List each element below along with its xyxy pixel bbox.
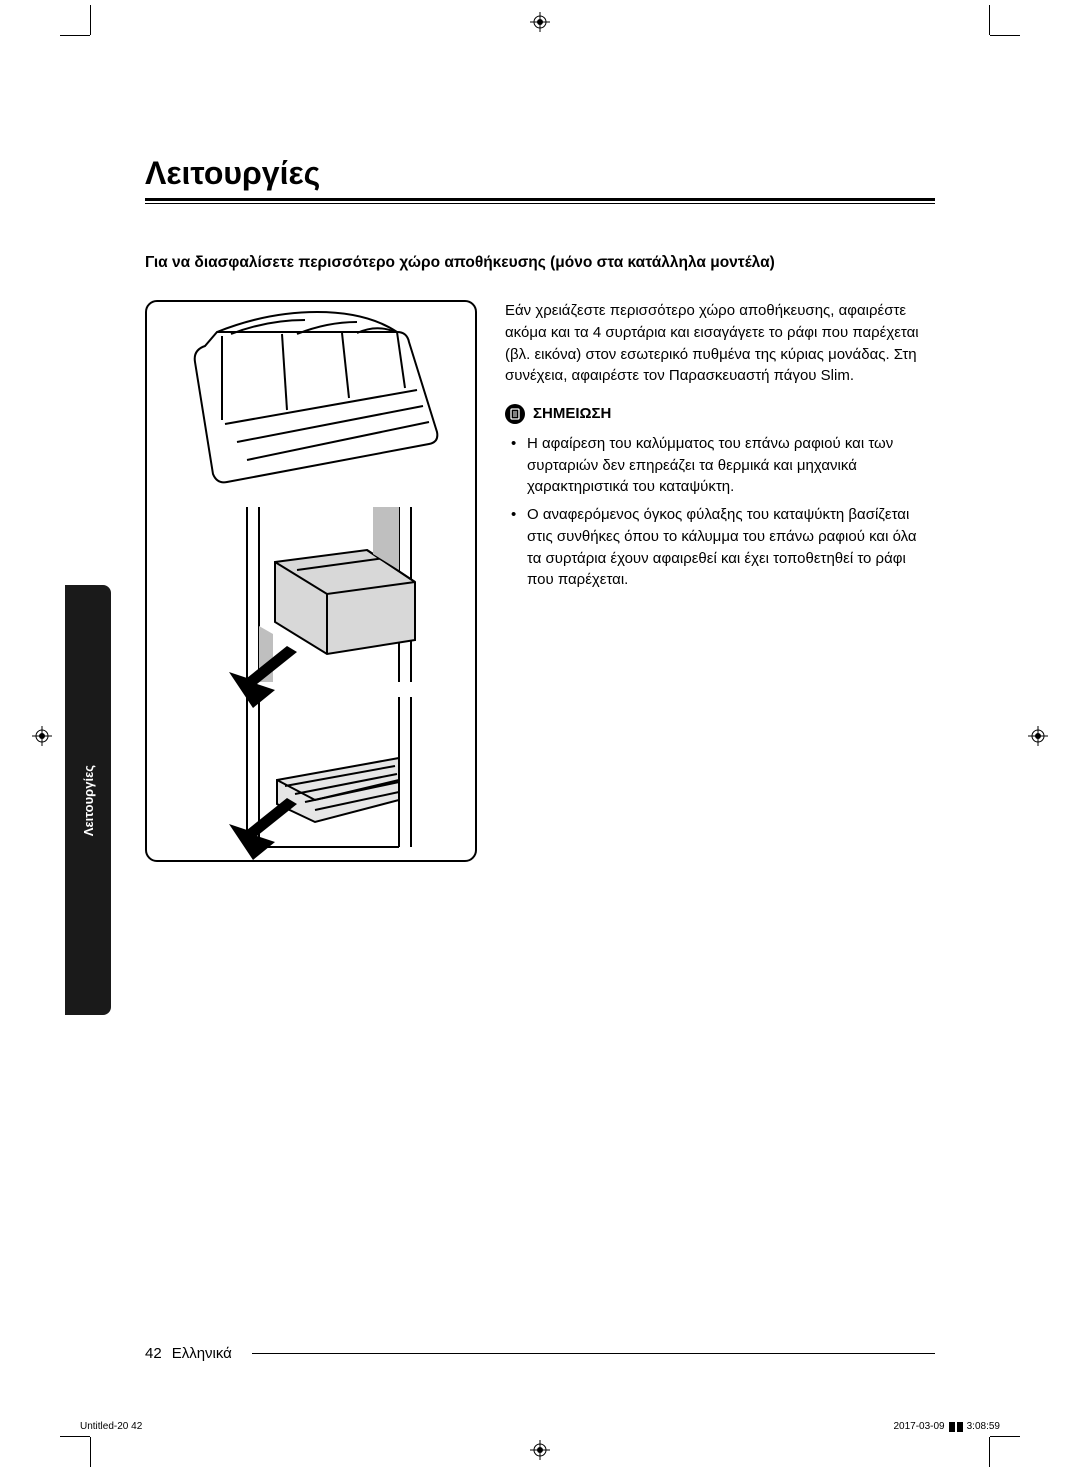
- content-row: Εάν χρειάζεστε περισσότερο χώρο αποθήκευ…: [145, 300, 935, 862]
- note-label: ΣΗΜΕΙΩΣΗ: [533, 403, 611, 425]
- divider: [252, 1353, 935, 1354]
- section-tab: Λειτουργίες: [65, 585, 111, 1015]
- crop-mark: [90, 1437, 91, 1467]
- page-number: 42: [145, 1345, 162, 1362]
- list-item: Η αφαίρεση του καλύμματος του επάνω ραφι…: [505, 433, 935, 498]
- clock-icon: [949, 1422, 963, 1432]
- note-header: ΣΗΜΕΙΩΣΗ: [505, 403, 935, 425]
- text-column: Εάν χρειάζεστε περισσότερο χώρο αποθήκευ…: [505, 300, 935, 597]
- note-icon: [505, 404, 525, 424]
- language-label: Ελληνικά: [172, 1345, 232, 1362]
- subheading: Για να διασφαλίσετε περισσότερο χώρο απο…: [145, 254, 935, 272]
- crop-mark: [990, 35, 1020, 36]
- crop-mark: [989, 5, 990, 35]
- crop-mark: [60, 35, 90, 36]
- page-body: Λειτουργίες Για να διασφαλίσετε περισσότ…: [145, 155, 935, 862]
- section-tab-label: Λειτουργίες: [81, 765, 96, 836]
- divider: [145, 203, 935, 204]
- freezer-illustration: [145, 300, 477, 862]
- print-slug-left: Untitled-20 42: [80, 1421, 142, 1432]
- arrow-icon: [229, 798, 297, 860]
- page-footer: 42 Ελληνικά: [145, 1345, 935, 1362]
- intro-paragraph: Εάν χρειάζεστε περισσότερο χώρο αποθήκευ…: [505, 300, 935, 387]
- print-slug-right: 2017-03-09 3:08:59: [893, 1421, 1000, 1432]
- registration-mark-icon: [1028, 726, 1048, 746]
- registration-mark-icon: [530, 1440, 550, 1460]
- page-title: Λειτουργίες: [145, 155, 935, 192]
- registration-mark-icon: [530, 12, 550, 32]
- slug-date: 2017-03-09: [893, 1421, 944, 1432]
- slug-time: 3:08:59: [967, 1421, 1000, 1432]
- crop-mark: [990, 1436, 1020, 1437]
- crop-mark: [60, 1436, 90, 1437]
- registration-mark-icon: [32, 726, 52, 746]
- list-item: Ο αναφερόμενος όγκος φύλαξης του καταψύκ…: [505, 504, 935, 591]
- divider: [145, 198, 935, 201]
- note-list: Η αφαίρεση του καλύμματος του επάνω ραφι…: [505, 433, 935, 591]
- crop-mark: [90, 5, 91, 35]
- crop-mark: [989, 1437, 990, 1467]
